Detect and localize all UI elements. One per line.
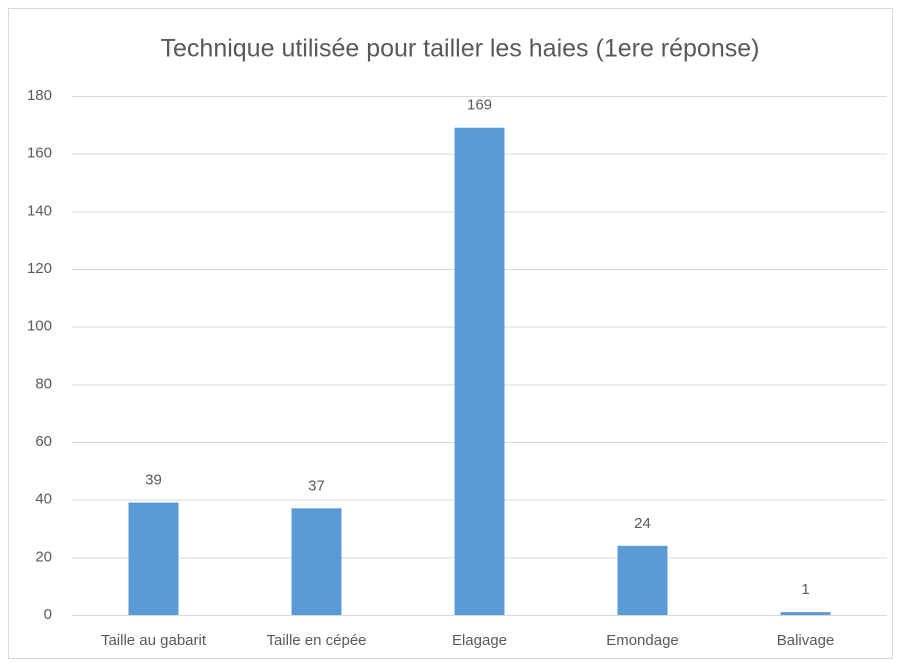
y-tick-label: 40 [35,491,52,508]
data-label: 39 [145,472,162,489]
y-tick-label: 100 [27,318,52,335]
y-tick-label: 60 [35,433,52,450]
y-tick-label: 20 [35,548,52,565]
y-tick-label: 180 [27,87,52,104]
x-tick-label: Balivage [777,632,835,649]
y-tick-label: 140 [27,202,52,219]
bar [454,127,505,615]
x-tick-label: Taille au gabarit [101,632,207,649]
x-tick-label: Elagage [452,632,507,649]
data-label: 37 [308,477,325,494]
y-tick-label: 80 [35,375,52,392]
bar [617,545,668,615]
data-label: 1 [801,581,809,598]
data-label: 169 [467,97,492,114]
y-tick-label: 0 [44,606,52,623]
bar [128,502,179,615]
bar [291,508,342,615]
data-label: 24 [634,515,651,532]
y-tick-label: 160 [27,145,52,162]
chart-title: Technique utilisée pour tailler les haie… [161,35,760,63]
bar [780,612,831,615]
y-tick-label: 120 [27,260,52,277]
x-tick-label: Taille en cépée [266,632,366,649]
x-tick-label: Emondage [606,632,679,649]
